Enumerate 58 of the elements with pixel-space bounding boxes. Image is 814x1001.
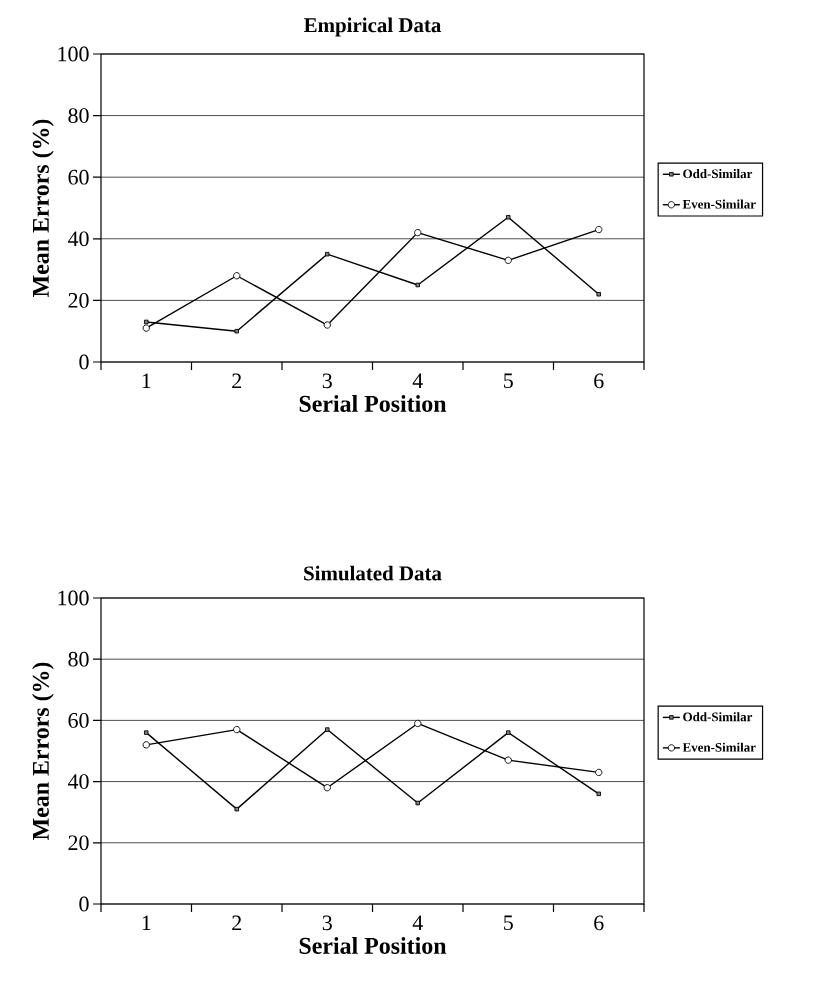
y-tick-label: 20 bbox=[68, 292, 89, 308]
x-tick-label: 6 bbox=[594, 373, 604, 389]
chart-title: Simulated Data bbox=[304, 565, 442, 581]
point bbox=[323, 784, 331, 792]
point bbox=[504, 256, 512, 264]
y-tick-label: 20 bbox=[68, 835, 89, 851]
point bbox=[596, 291, 601, 297]
point bbox=[233, 725, 241, 734]
point bbox=[596, 791, 601, 797]
point bbox=[325, 251, 330, 257]
point bbox=[142, 324, 150, 332]
point bbox=[506, 730, 511, 735]
y-tick-label: 80 bbox=[68, 651, 89, 667]
legend-label: Even-Similar bbox=[682, 199, 756, 209]
y-axis-title: Mean Errors (%) bbox=[32, 119, 54, 297]
point bbox=[234, 806, 239, 812]
x-tick-label: 2 bbox=[232, 915, 242, 931]
point bbox=[414, 228, 422, 237]
legend-label: Odd-Similar bbox=[683, 169, 753, 179]
y-tick-label: 100 bbox=[58, 590, 89, 606]
point bbox=[595, 225, 603, 234]
x-tick-label: 5 bbox=[504, 915, 513, 931]
y-tick-label: 60 bbox=[68, 169, 89, 185]
x-tick-label: 2 bbox=[232, 373, 242, 389]
point bbox=[506, 214, 511, 220]
point bbox=[415, 800, 420, 806]
point bbox=[414, 719, 422, 728]
y-tick-label: 80 bbox=[68, 108, 89, 123]
chart-title: Empirical Data bbox=[304, 17, 442, 37]
x-tick-label: 4 bbox=[412, 915, 423, 930]
point bbox=[415, 282, 420, 288]
legend-label: Even-Similar bbox=[682, 742, 756, 752]
point bbox=[144, 730, 149, 735]
y-tick-label: 100 bbox=[58, 46, 89, 62]
y-tick-label: 40 bbox=[67, 774, 89, 789]
y-tick-label: 0 bbox=[79, 354, 89, 370]
y-tick-label: 60 bbox=[68, 712, 89, 728]
x-tick-label: 3 bbox=[322, 373, 332, 389]
x-tick-label: 3 bbox=[322, 915, 332, 931]
point bbox=[234, 328, 239, 334]
point bbox=[142, 741, 150, 749]
point bbox=[595, 768, 603, 777]
point bbox=[323, 321, 331, 329]
legend-label: Odd-Similar bbox=[683, 712, 753, 722]
x-tick-label: 1 bbox=[142, 915, 151, 930]
point bbox=[233, 272, 241, 280]
x-axis-title: Serial Position bbox=[299, 937, 447, 954]
x-tick-label: 5 bbox=[504, 373, 513, 389]
y-axis-title: Mean Errors (%) bbox=[32, 662, 54, 840]
point bbox=[504, 756, 512, 764]
point bbox=[144, 319, 149, 325]
x-tick-label: 1 bbox=[142, 373, 151, 388]
y-tick-label: 40 bbox=[67, 231, 89, 247]
x-axis-title: Serial Position bbox=[299, 395, 447, 412]
y-tick-label: 0 bbox=[79, 896, 89, 912]
point bbox=[325, 727, 330, 732]
x-tick-label: 6 bbox=[594, 915, 604, 931]
x-tick-label: 4 bbox=[412, 373, 423, 388]
